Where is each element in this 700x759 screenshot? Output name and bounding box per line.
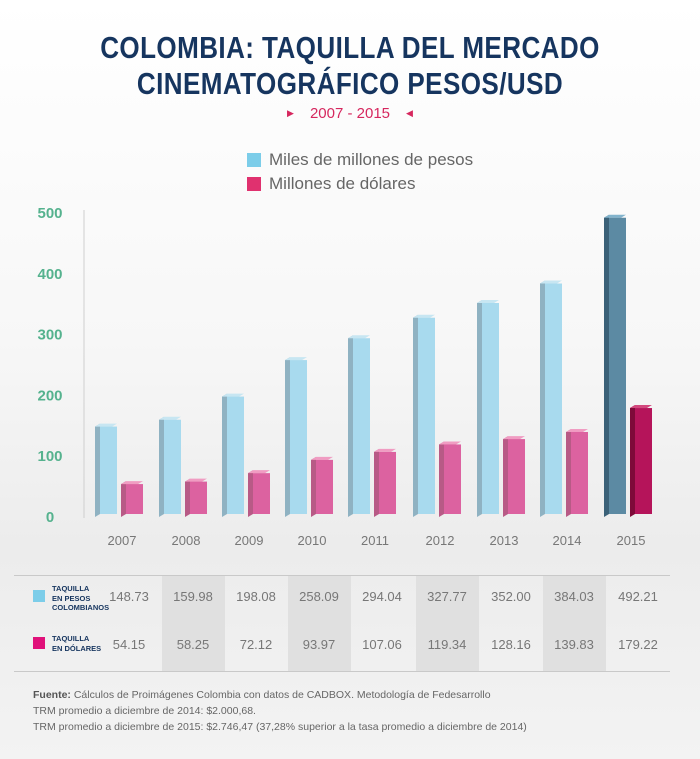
y-tick-label: 300 xyxy=(37,327,62,344)
legend-swatch-usd xyxy=(247,177,261,191)
bar-pesos xyxy=(95,424,117,517)
pesos-row-icon xyxy=(33,590,45,602)
bar-pesos xyxy=(477,300,499,517)
usd-row-label-line-1: TAQUILLA xyxy=(52,634,101,644)
table-top-divider xyxy=(14,575,670,576)
usd-row-label-line-2: EN DÓLARES xyxy=(52,644,101,654)
bar-usd xyxy=(439,441,461,517)
usd-value-cell: 72.12 xyxy=(225,637,288,652)
bar-usd xyxy=(121,481,143,517)
bar-usd xyxy=(503,436,525,517)
footer-source-text: Cálculos de Proimágenes Colombia con dat… xyxy=(71,689,491,701)
bar-usd xyxy=(185,479,207,517)
usd-row-icon xyxy=(33,637,45,649)
bar-usd xyxy=(248,470,270,517)
chart-title-line-1: COLOMBIA: TAQUILLA DEL MERCADO xyxy=(56,30,644,66)
bar-usd xyxy=(630,405,652,517)
pesos-value-cell: 384.03 xyxy=(543,589,606,604)
pesos-value-cell: 198.08 xyxy=(225,589,288,604)
footer-trm-2015: TRM promedio a diciembre de 2015: $2.746… xyxy=(33,721,527,733)
x-tick-label: 2014 xyxy=(553,533,582,548)
usd-value-cell: 54.15 xyxy=(98,637,161,652)
x-tick-label: 2012 xyxy=(426,533,455,548)
pesos-value-cell: 492.21 xyxy=(607,589,670,604)
bar-pesos xyxy=(540,281,562,517)
bar-pesos xyxy=(222,394,244,517)
y-tick-label: 100 xyxy=(37,448,62,465)
usd-row-label: TAQUILLA EN DÓLARES xyxy=(52,634,101,653)
pesos-value-cell: 327.77 xyxy=(416,589,479,604)
footer-trm-2014: TRM promedio a diciembre de 2014: $2.000… xyxy=(33,705,256,717)
chart-title-line-2: CINEMATOGRÁFICO PESOS/USD xyxy=(56,66,644,102)
right-triangle-icon: ▶ xyxy=(287,108,294,118)
pesos-value-cell: 148.73 xyxy=(98,589,161,604)
bar-usd xyxy=(311,457,333,517)
footer-source-label: Fuente: xyxy=(33,689,71,701)
bar-usd xyxy=(566,429,588,517)
x-tick-label: 2010 xyxy=(298,533,327,548)
pesos-row-label-line-3: COLOMBIANOS xyxy=(52,603,109,613)
pesos-value-cell: 352.00 xyxy=(480,589,543,604)
legend-swatch-pesos xyxy=(247,153,261,167)
bar-pesos xyxy=(348,335,370,517)
usd-value-cell: 93.97 xyxy=(288,637,351,652)
usd-value-cell: 119.34 xyxy=(416,637,479,652)
legend-label-usd: Millones de dólares xyxy=(269,174,415,194)
y-tick-label: 200 xyxy=(37,387,62,404)
pesos-value-cell: 159.98 xyxy=(162,589,225,604)
usd-value-cell: 128.16 xyxy=(480,637,543,652)
subtitle-text: 2007 - 2015 xyxy=(310,105,390,122)
pesos-value-cell: 258.09 xyxy=(288,589,351,604)
usd-value-cell: 107.06 xyxy=(351,637,414,652)
usd-value-cell: 179.22 xyxy=(607,637,670,652)
pesos-value-cell: 294.04 xyxy=(351,589,414,604)
bar-pesos xyxy=(604,215,626,517)
bar-pesos xyxy=(285,357,307,517)
left-triangle-icon: ◀ xyxy=(406,108,413,118)
bar-chart: 0 100 200 300 400 500 2007 2008 2009 2010 2011 2012… xyxy=(0,200,700,560)
footer-source: Fuente: Cálculos de Proimágenes Colombia… xyxy=(33,689,491,701)
legend-label-pesos: Miles de millones de pesos xyxy=(269,150,473,170)
x-tick-label: 2013 xyxy=(490,533,519,548)
y-tick-label: 500 xyxy=(37,205,62,222)
x-tick-label: 2007 xyxy=(108,533,137,548)
bar-pesos xyxy=(159,417,181,517)
usd-value-cell: 58.25 xyxy=(162,637,225,652)
bar-pesos xyxy=(413,315,435,517)
x-tick-label: 2008 xyxy=(172,533,201,548)
y-tick-label: 0 xyxy=(46,509,54,526)
y-tick-label: 400 xyxy=(37,266,62,283)
x-tick-label: 2011 xyxy=(361,533,389,548)
x-tick-label: 2015 xyxy=(617,533,646,548)
usd-value-cell: 139.83 xyxy=(543,637,606,652)
x-tick-label: 2009 xyxy=(235,533,264,548)
table-bottom-divider xyxy=(14,671,670,672)
bar-usd xyxy=(374,449,396,517)
chart-subtitle: ▶ 2007 - 2015 ◀ xyxy=(0,105,700,122)
